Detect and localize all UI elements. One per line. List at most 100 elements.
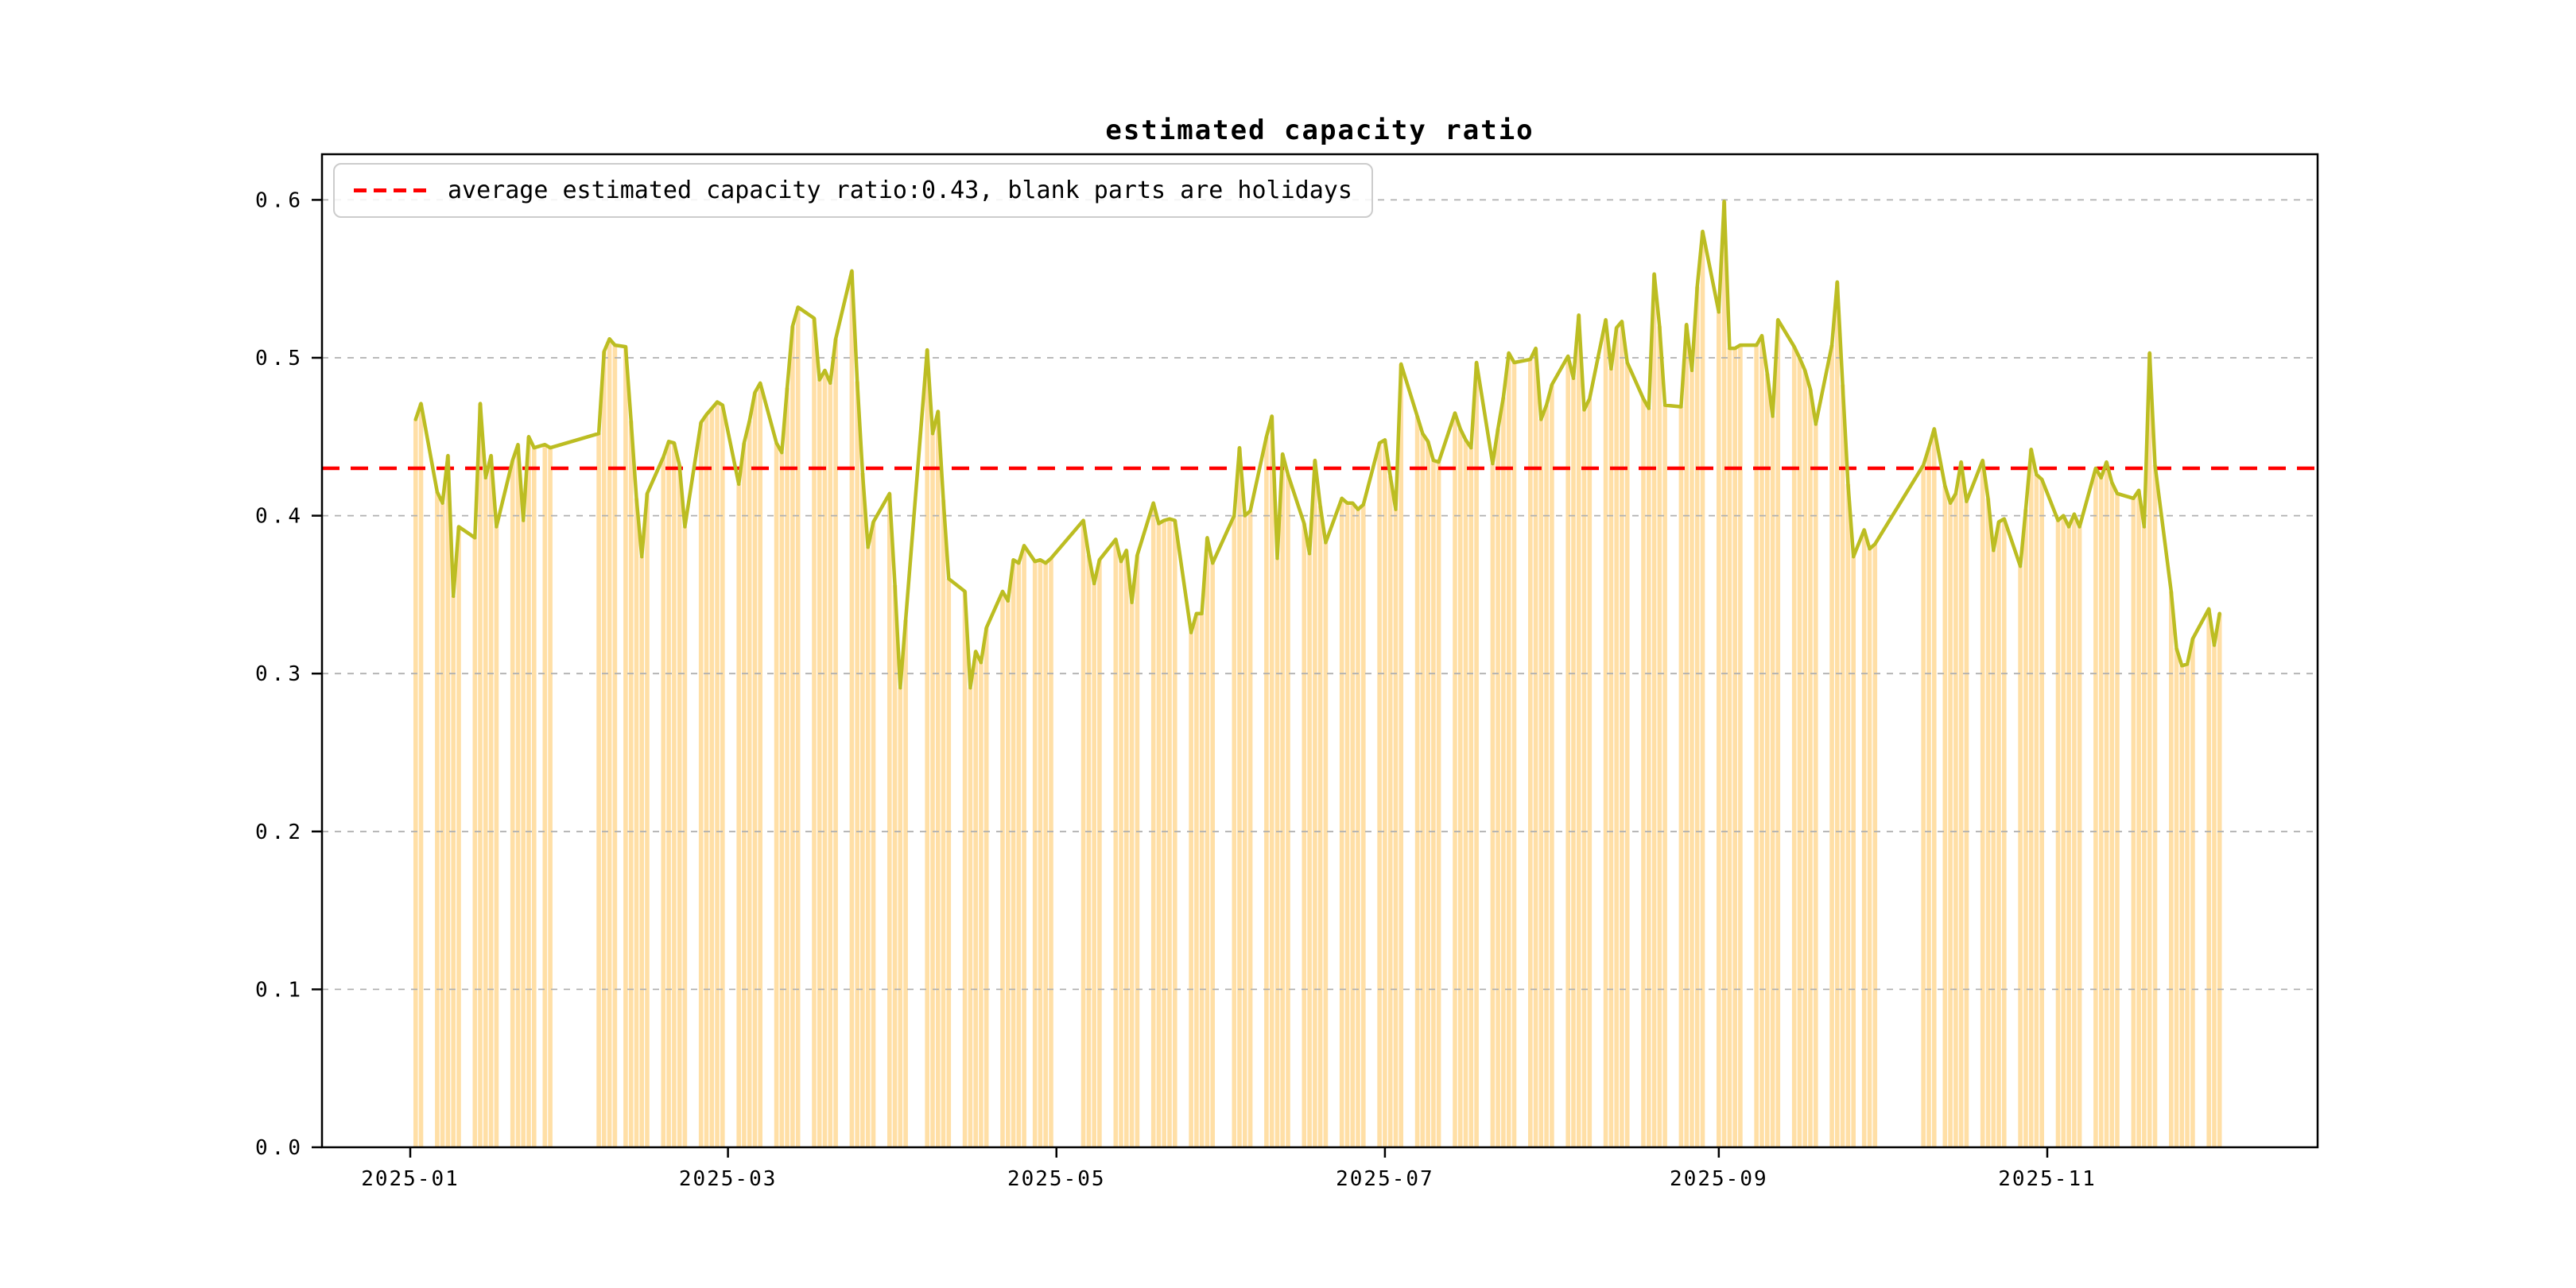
bar-working-day (1344, 502, 1350, 1147)
bar-working-day (1280, 454, 1285, 1147)
legend-box: average estimated capacity ratio:0.43, b… (333, 163, 1373, 218)
bar-working-day (1814, 424, 1818, 1147)
bar-working-day (1603, 320, 1608, 1147)
bar-working-day (983, 627, 989, 1147)
bar-working-day (661, 457, 666, 1147)
x-tick-label: 2025-05 (1007, 1167, 1106, 1191)
bar-working-day (1199, 613, 1205, 1147)
bar-working-day (472, 537, 478, 1147)
bar-working-day (1608, 368, 1614, 1147)
bar-working-day (704, 414, 709, 1147)
bar-working-day (2206, 608, 2211, 1147)
bar-working-day (510, 460, 515, 1147)
bar-working-day (1377, 443, 1382, 1147)
bar-working-day (1840, 384, 1845, 1147)
bar-working-day (1550, 384, 1554, 1147)
bar-working-day (1468, 448, 1474, 1147)
bar-working-day (1129, 602, 1135, 1147)
bar-working-day (1759, 336, 1764, 1147)
bar-working-day (1647, 408, 1651, 1147)
bar-working-day (435, 491, 440, 1147)
bar-working-day (1953, 493, 1958, 1147)
capacity-ratio-line (413, 200, 2221, 690)
bar-working-day (1571, 378, 1576, 1147)
bar-working-day (623, 347, 628, 1148)
bar-working-day (645, 493, 650, 1147)
bar-working-day (871, 522, 876, 1147)
bar-working-day (1043, 563, 1048, 1147)
bar-working-day (742, 443, 747, 1147)
bar-working-day (1964, 501, 1969, 1147)
bar-working-day (1135, 555, 1140, 1148)
y-tick-label: 0.2 (255, 821, 305, 844)
bar-working-day (1845, 483, 1851, 1147)
bar-working-day (532, 448, 537, 1147)
bar-working-day (698, 422, 704, 1147)
bar-working-day (785, 387, 789, 1147)
bar-working-day (1049, 558, 1053, 1147)
bar-working-day (1802, 370, 1807, 1147)
bar-working-day (2077, 526, 2082, 1147)
bar-working-day (1307, 553, 1312, 1147)
bar-working-day (1313, 460, 1317, 1147)
bar-working-day (962, 591, 968, 1147)
bar-working-day (925, 350, 929, 1148)
bar-working-day (833, 339, 838, 1147)
bar-working-day (2072, 514, 2077, 1147)
bar-working-day (607, 339, 612, 1147)
bar-working-day (720, 405, 725, 1148)
bar-working-day (1205, 537, 1210, 1147)
y-tick-label: 0.5 (255, 347, 305, 370)
bar-working-day (898, 688, 903, 1147)
bar-working-day (1808, 389, 1813, 1147)
bar-working-day (1436, 462, 1441, 1147)
bar-working-day (865, 547, 871, 1147)
bar-working-day (1453, 413, 1457, 1147)
legend-red-dashed-line-icon (354, 188, 427, 192)
bar-working-day (936, 411, 941, 1147)
bar-working-day (855, 381, 859, 1147)
y-tick-label: 0.3 (255, 662, 305, 686)
bar-working-day (1926, 448, 1931, 1147)
bar-working-day (892, 585, 898, 1147)
bar-working-day (526, 436, 531, 1147)
bar-working-day (1032, 561, 1038, 1147)
bar-working-day (1431, 460, 1436, 1147)
bar-working-day (1738, 345, 1743, 1148)
x-tick-label: 2025-01 (361, 1167, 460, 1191)
bar-working-day (1996, 522, 2001, 1147)
bar-working-day (812, 318, 817, 1147)
bar-working-day (1770, 416, 1775, 1147)
bar-working-day (1399, 363, 1403, 1147)
bar-working-day (2002, 518, 2007, 1147)
bar-working-day (1323, 542, 1329, 1147)
bar-working-day (973, 651, 978, 1147)
bar-working-day (1506, 353, 1511, 1147)
bar-working-day (1350, 502, 1356, 1147)
bar-working-day (1286, 475, 1290, 1147)
bar-working-day (2169, 591, 2174, 1147)
bar-working-day (1243, 515, 1247, 1147)
x-tick-label: 2025-03 (679, 1167, 778, 1191)
bar-working-day (2066, 526, 2071, 1147)
y-tick-label: 0.1 (255, 978, 305, 1002)
bar-working-day (2212, 645, 2217, 1147)
bar-working-day (1086, 555, 1092, 1148)
bar-working-day (779, 452, 785, 1147)
bar-working-day (1124, 550, 1129, 1147)
bar-working-day (758, 382, 762, 1147)
bar-working-day (418, 403, 424, 1148)
bar-working-day (1097, 560, 1102, 1147)
bar-working-day (1247, 510, 1253, 1147)
bar-working-day (2093, 468, 2098, 1147)
bar-working-day (709, 408, 715, 1147)
bar-working-day (1317, 506, 1323, 1147)
bar-working-day (666, 441, 671, 1147)
bar-working-day (2104, 462, 2109, 1147)
bar-working-day (1829, 345, 1834, 1148)
bar-working-day (1528, 359, 1533, 1147)
bar-working-day (2109, 482, 2115, 1147)
bar-working-day (1210, 563, 1215, 1147)
bar-working-day (1678, 406, 1684, 1148)
